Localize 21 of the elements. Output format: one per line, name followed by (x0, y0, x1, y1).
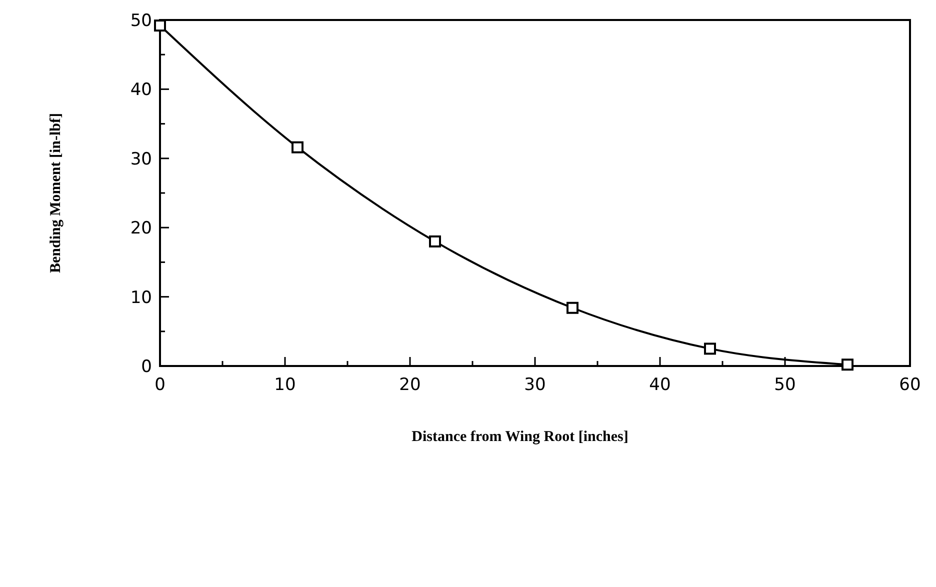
y-axis-title: Bending Moment [in-lbf] (48, 112, 64, 274)
y-tick-label: 20 (130, 218, 152, 239)
y-tick-label: 30 (130, 149, 152, 170)
point (429, 235, 441, 248)
point (842, 358, 854, 371)
x-tick-label: 40 (649, 375, 671, 395)
x-tick-label: 20 (399, 375, 421, 395)
point (566, 302, 578, 314)
x-axis-title: Distance from Wing Root [inches] (412, 429, 628, 445)
y-tick-label: 10 (130, 288, 152, 308)
x-tick-label: 30 (524, 375, 546, 395)
x-tick-label: 50 (774, 375, 796, 395)
point (292, 141, 304, 154)
point (704, 342, 716, 355)
x-tick-label: 10 (274, 375, 296, 395)
y-tick-label: 40 (130, 80, 152, 100)
x-tick-label: 0 (154, 375, 166, 395)
y-tick-label: 0 (141, 356, 152, 377)
y-tick-label: 50 (130, 10, 152, 31)
x-tick-label: 60 (899, 375, 921, 395)
point (154, 20, 166, 32)
